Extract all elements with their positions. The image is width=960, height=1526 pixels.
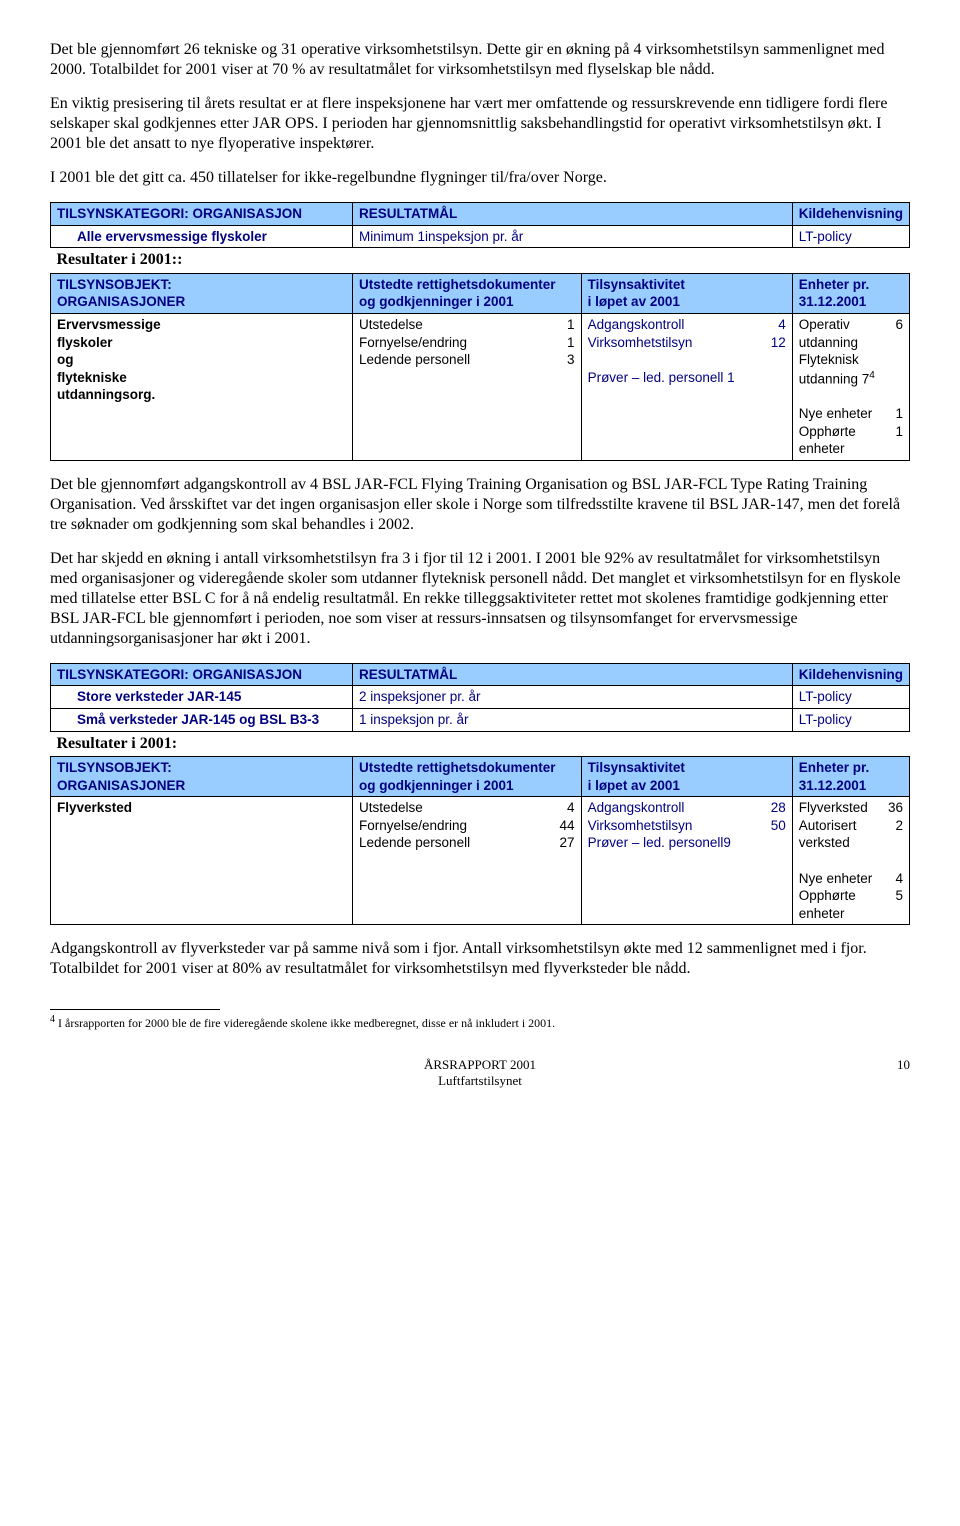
t2-r3c1: Små verksteder JAR-145 og BSL B3-3 [51, 708, 353, 731]
t2-r5c4: Enheter pr. 31.12.2001 [792, 757, 909, 797]
t1-h3: Kildehenvisning [792, 203, 909, 226]
footnote-separator [50, 1009, 220, 1010]
t2-r5c3: Tilsynsaktiviteti løpet av 2001 [581, 757, 792, 797]
t2-h2: RESULTATMÅL [352, 663, 792, 686]
t1-results-label: Resultater i 2001:: [51, 248, 910, 274]
t2-r3c3: LT-policy [792, 708, 909, 731]
footnote-4: 4 I årsrapporten for 2000 ble de fire vi… [50, 1014, 910, 1031]
t1-r2c3: LT-policy [792, 225, 909, 248]
t1-r5c3: Adgangskontroll4 Virksomhetstilsyn12 Prø… [581, 313, 792, 460]
t2-r3c2: 1 inspeksjon pr. år [352, 708, 792, 731]
t2-r5c1: TILSYNSOBJEKT:ORGANISASJONER [51, 757, 353, 797]
page-footer: ÅRSRAPPORT 2001 Luftfartstilsynet 10 [50, 1057, 910, 1089]
t1-r2c1: Alle ervervsmessige flyskoler [51, 225, 353, 248]
t2-h1: TILSYNSKATEGORI: ORGANISASJON [51, 663, 353, 686]
t1-r4c4: Enheter pr. 31.12.2001 [792, 273, 909, 313]
t1-h2: RESULTATMÅL [352, 203, 792, 226]
t2-r6c4: Flyverksted36 Autorisert verksted2 Nye e… [792, 797, 909, 925]
t2-results-label: Resultater i 2001: [51, 731, 910, 757]
t1-r4c2: Utstedte rettighetsdokumenterog godkjenn… [352, 273, 581, 313]
paragraph-6: Adgangskontroll av flyverksteder var på … [50, 939, 910, 979]
t1-r5c1: Ervervsmessigeflyskolerogflytekniskeutda… [51, 313, 353, 460]
t2-r6c1: Flyverksted [51, 797, 353, 925]
table-flyskoler: TILSYNSKATEGORI: ORGANISASJON RESULTATMÅ… [50, 202, 910, 461]
t2-r5c2: Utstedte rettighetsdokumenterog godkjenn… [352, 757, 581, 797]
t1-r4c1: TILSYNSOBJEKT:ORGANISASJONER [51, 273, 353, 313]
footer-line1: ÅRSRAPPORT 2001 [50, 1057, 910, 1073]
t1-h1: TILSYNSKATEGORI: ORGANISASJON [51, 203, 353, 226]
paragraph-4: Det ble gjennomført adgangskontroll av 4… [50, 475, 910, 535]
t2-r6c3: Adgangskontroll28 Virksomhetstilsyn50 Pr… [581, 797, 792, 925]
t1-r2c2: Minimum 1inspeksjon pr. år [352, 225, 792, 248]
paragraph-2: En viktig presisering til årets resultat… [50, 94, 910, 154]
t2-r6c2: Utstedelse4 Fornyelse/endring44 Ledende … [352, 797, 581, 925]
paragraph-5: Det har skjedd en økning i antall virkso… [50, 549, 910, 649]
t1-r5c2: Utstedelse1 Fornyelse/endring1 Ledende p… [352, 313, 581, 460]
paragraph-3: I 2001 ble det gitt ca. 450 tillatelser … [50, 168, 910, 188]
t1-r4c3: Tilsynsaktiviteti løpet av 2001 [581, 273, 792, 313]
t2-r2c2: 2 inspeksjoner pr. år [352, 686, 792, 709]
paragraph-1: Det ble gjennomført 26 tekniske og 31 op… [50, 40, 910, 80]
t2-r2c3: LT-policy [792, 686, 909, 709]
page-number: 10 [897, 1057, 910, 1073]
t2-r2c1: Store verksteder JAR-145 [51, 686, 353, 709]
footer-line2: Luftfartstilsynet [50, 1073, 910, 1089]
t2-h3: Kildehenvisning [792, 663, 909, 686]
t1-r5c4: Operativ utdanning6 Flyteknisk utdanning… [792, 313, 909, 460]
table-verksteder: TILSYNSKATEGORI: ORGANISASJON RESULTATMÅ… [50, 663, 910, 925]
